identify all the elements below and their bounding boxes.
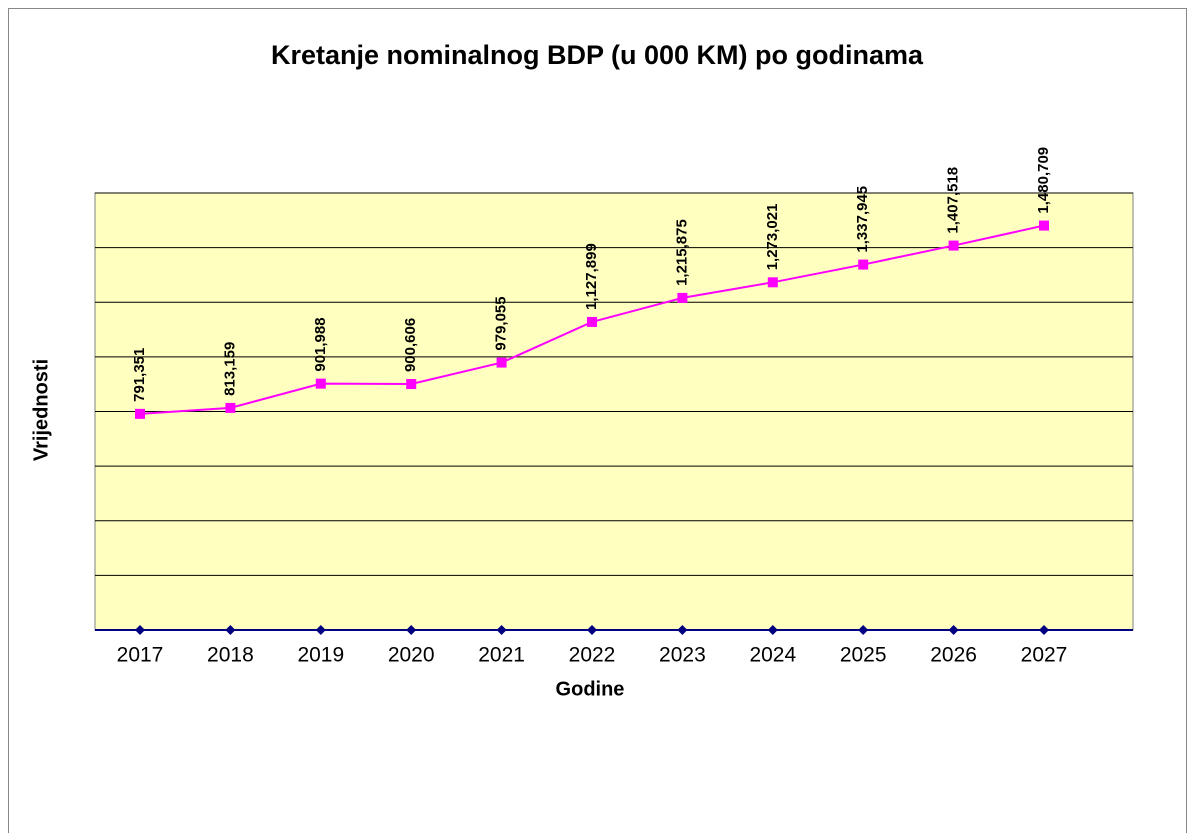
x-tick-label: 2019 xyxy=(297,644,344,667)
x-tick-label: 2018 xyxy=(207,644,254,667)
x-axis-title: Godine xyxy=(556,678,625,700)
data-label: 901,988 xyxy=(312,317,329,371)
marker xyxy=(1039,220,1049,231)
marker xyxy=(677,625,688,635)
data-label: 1,215,875 xyxy=(673,219,690,286)
x-tick-label: 2022 xyxy=(569,644,616,667)
marker xyxy=(1039,625,1049,635)
data-label: 791,351 xyxy=(131,348,148,402)
x-tick-label: 2024 xyxy=(749,644,796,667)
data-label: 1,407,518 xyxy=(945,167,962,234)
x-tick-label: 2017 xyxy=(117,644,164,667)
marker xyxy=(767,277,778,288)
marker xyxy=(496,625,507,635)
x-tick-label: 2026 xyxy=(930,644,977,667)
marker xyxy=(315,625,326,635)
x-tick-label: 2020 xyxy=(388,644,435,667)
data-label: 1,480,709 xyxy=(1035,147,1052,214)
y-axis-title: Vrijednosti xyxy=(30,359,52,461)
marker xyxy=(406,625,417,635)
marker xyxy=(677,292,688,303)
data-label: 979,055 xyxy=(493,296,510,350)
marker xyxy=(225,625,236,635)
data-label: 813,159 xyxy=(221,342,238,396)
data-label: 900,606 xyxy=(402,318,419,372)
marker xyxy=(406,379,417,390)
data-label: 1,273,021 xyxy=(764,204,781,271)
marker xyxy=(587,316,597,327)
data-label: 1,337,945 xyxy=(854,186,871,253)
marker xyxy=(858,259,869,270)
marker xyxy=(948,240,959,251)
marker xyxy=(948,625,959,635)
marker xyxy=(135,625,145,635)
marker xyxy=(587,625,597,635)
x-tick-label: 2025 xyxy=(840,644,887,667)
marker xyxy=(225,402,236,413)
marker xyxy=(858,625,869,635)
marker xyxy=(135,408,145,419)
x-tick-label: 2027 xyxy=(1021,644,1068,667)
x-tick-label: 2023 xyxy=(659,644,706,667)
marker xyxy=(315,378,326,389)
marker xyxy=(496,357,507,368)
chart-title: Kretanje nominalnog BDP (u 000 KM) po go… xyxy=(271,40,924,70)
marker xyxy=(767,625,778,635)
data-label: 1,127,899 xyxy=(583,243,600,310)
x-tick-label: 2021 xyxy=(478,644,525,667)
